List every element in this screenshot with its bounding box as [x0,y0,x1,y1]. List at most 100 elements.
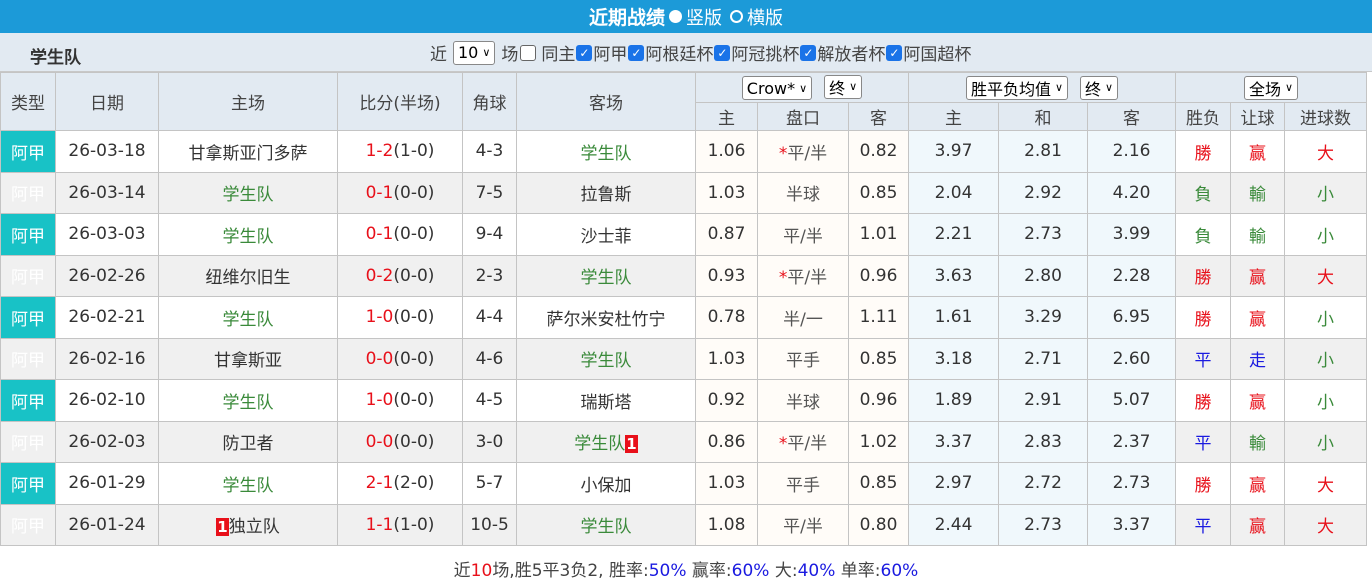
league-checkbox[interactable]: ✓ [628,44,645,61]
goals-result: 小 [1317,226,1335,247]
home-team-link[interactable]: 学生队 [222,226,274,247]
same-home-checkbox[interactable] [520,44,537,61]
home-team-link[interactable]: 独立队 [228,517,280,538]
league-type: 阿甲 [0,130,56,173]
score-cell: 1-0(0-0) [337,379,463,422]
league-checkbox[interactable]: ✓ [886,44,903,61]
ox-draw-cell: 2.83 [998,420,1089,463]
ah-stage-select[interactable]: 终 ∨ [824,74,863,99]
goals-cell: 大 [1284,254,1368,297]
ah-away-cell: 1.11 [847,296,910,339]
result-header: 全场 ∨ [1175,72,1368,103]
league-checkbox[interactable]: ✓ [714,44,731,61]
ah-home-cell: 0.78 [695,296,758,339]
score-cell: 1-2(1-0) [337,130,463,173]
half-score: (0-0) [393,265,435,286]
away-team-link[interactable]: 学生队 [580,351,632,372]
league-label: 阿冠挑杯 [731,45,800,65]
header-ah-home: 主 [695,102,758,131]
ah-company-select[interactable]: Crow* ∨ [741,76,813,101]
count-value: 10 [458,43,479,62]
ah-away-odds: 1.01 [859,224,898,245]
corner-cell: 4-4 [462,296,517,339]
ox-away-cell: 2.73 [1087,462,1177,505]
home-team-link[interactable]: 学生队 [222,475,274,496]
count-select[interactable]: 10 ∨ [453,40,496,65]
ox-draw-cell: 2.91 [998,379,1089,422]
goals-cell: 大 [1284,503,1368,546]
away-team-link[interactable]: 沙士菲 [580,226,632,247]
league-type: 阿甲 [0,254,56,297]
away-team-link[interactable]: 学生队 [580,517,632,538]
same-home-label: 同主 [541,45,576,65]
view-option-vertical[interactable]: 竖版 [686,7,722,29]
goals-cell: 小 [1284,171,1368,214]
wl-result: 平 [1194,351,1212,372]
home-team-link[interactable]: 学生队 [222,309,274,330]
ox-draw-cell: 2.81 [998,130,1089,173]
league-type: 阿甲 [0,296,56,339]
header-ox-home: 主 [908,102,1000,131]
league-checkbox[interactable]: ✓ [576,44,593,61]
date-cell: 26-01-24 [55,503,159,546]
table-row: 阿甲 26-02-03 防卫者 0-0(0-0) 3-0 学生队1 0.86 *平/半 1.02… [0,420,1368,463]
handicap-result: 赢 [1249,143,1267,164]
summary-text: 大: [769,561,798,581]
home-team-link[interactable]: 学生队 [222,392,274,413]
ah-away-cell: 0.85 [847,171,910,214]
league-label: 阿甲 [11,143,45,164]
wl-result: 勝 [1194,268,1212,289]
away-team-link[interactable]: 拉鲁斯 [580,185,632,206]
radio-horizontal[interactable] [730,10,743,23]
view-option-horizontal[interactable]: 横版 [747,7,783,29]
ah-line: 平/半 [783,517,823,538]
away-team-link[interactable]: 小保加 [580,475,632,496]
wl-cell: 勝 [1175,254,1232,297]
ox-stage-select[interactable]: 终 ∨ [1080,75,1119,100]
corner-cell: 3-0 [462,420,517,463]
ah-company-value: Crow* [746,78,796,98]
goals-cell: 小 [1284,379,1368,422]
wl-result: 平 [1194,517,1212,538]
match-date: 26-03-18 [68,141,146,162]
ox-draw-cell: 2.73 [998,213,1089,256]
league-checkbox[interactable]: ✓ [800,44,817,61]
home-team-link[interactable]: 甘拿斯亚门多萨 [188,143,308,164]
away-team-link[interactable]: 学生队 [580,143,632,164]
date-cell: 26-01-29 [55,462,159,505]
ox-away-cell: 2.60 [1087,337,1177,380]
ox-type-select[interactable]: 胜平负均值 ∨ [965,75,1069,100]
header-score: 比分(半场) [337,72,463,131]
home-team-link[interactable]: 甘拿斯亚 [214,351,282,372]
wl-result: 勝 [1194,392,1212,413]
away-team-link[interactable]: 学生队 [574,434,626,455]
radio-vertical[interactable] [669,10,682,23]
ox-draw-odds: 2.92 [1024,182,1062,203]
half-score: (0-0) [393,224,435,245]
ah-home-cell: 1.06 [695,130,758,173]
ox-draw-cell: 2.92 [998,171,1089,214]
ah-away-odds: 0.96 [859,265,898,286]
ah-line: 半球 [786,392,820,413]
away-team-link[interactable]: 萨尔米安杜竹宁 [546,309,666,330]
home-team-link[interactable]: 防卫者 [222,434,274,455]
ah-line-cell: 平手 [757,337,849,380]
date-cell: 26-02-03 [55,420,159,463]
chevron-down-icon: ∨ [799,81,808,95]
ah-away-odds: 0.96 [859,390,898,411]
table-row: 阿甲 26-03-14 学生队 0-1(0-0) 7-5 拉鲁斯 1.03 半球 0.85 2.0… [0,171,1368,214]
ah-home-cell: 0.92 [695,379,758,422]
corner-score: 5-7 [475,473,504,494]
home-team-link[interactable]: 纽维尔旧生 [205,268,291,289]
table-row: 阿甲 26-02-21 学生队 1-0(0-0) 4-4 萨尔米安杜竹宁 0.78 半/一 1.… [0,296,1368,339]
corner-cell: 4-3 [462,130,517,173]
away-cell: 学生队 [516,337,696,380]
handicap-cell: 輸 [1230,171,1286,214]
ox-draw-odds: 2.81 [1024,141,1062,162]
result-scope-select[interactable]: 全场 ∨ [1243,75,1299,100]
away-team-link[interactable]: 学生队 [580,268,632,289]
header-wl: 胜负 [1175,102,1232,131]
away-team-link[interactable]: 瑞斯塔 [580,392,632,413]
team-name: 学生队 [30,48,81,68]
home-team-link[interactable]: 学生队 [222,185,274,206]
